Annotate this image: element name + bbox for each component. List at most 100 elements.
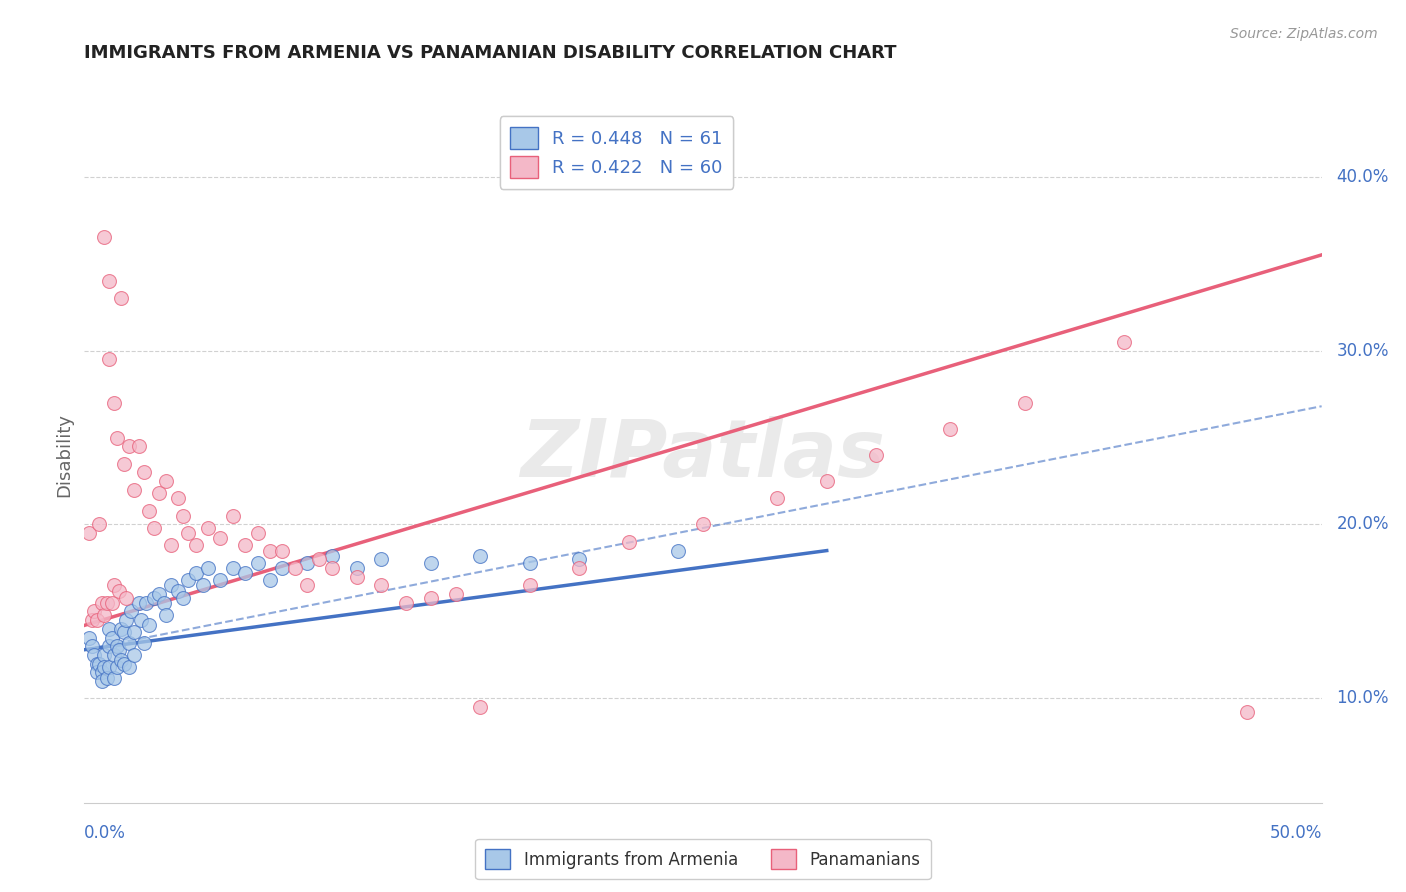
Point [246, 556, 269, 570]
Point [766, 491, 789, 506]
Point [370, 578, 392, 592]
Point [103, 578, 125, 592]
Text: 10.0%: 10.0% [1337, 690, 1389, 707]
Point [568, 561, 591, 575]
Point [308, 552, 330, 566]
Point [118, 636, 141, 650]
Point [142, 591, 165, 605]
Point [135, 596, 157, 610]
Point [395, 596, 418, 610]
Point [129, 613, 152, 627]
Point [122, 483, 145, 497]
Point [160, 578, 183, 592]
Point [86, 613, 108, 627]
Text: 50.0%: 50.0% [1270, 823, 1322, 842]
Point [89, 657, 111, 671]
Text: ZIPatlas: ZIPatlas [520, 416, 886, 494]
Point [96, 596, 118, 610]
Point [93, 230, 115, 244]
Point [103, 395, 125, 409]
Point [79, 631, 101, 645]
Text: 40.0%: 40.0% [1337, 168, 1389, 186]
Point [115, 591, 138, 605]
Point [155, 474, 177, 488]
Point [233, 566, 256, 581]
Point [108, 583, 131, 598]
Text: 20.0%: 20.0% [1337, 516, 1389, 533]
Point [152, 596, 174, 610]
Point [80, 613, 103, 627]
Point [184, 566, 207, 581]
Point [138, 503, 160, 517]
Point [1014, 395, 1036, 409]
Point [1236, 706, 1258, 720]
Point [112, 457, 135, 471]
Point [370, 552, 392, 566]
Point [118, 439, 141, 453]
Point [172, 508, 194, 523]
Point [815, 474, 838, 488]
Point [132, 636, 155, 650]
Point [110, 653, 132, 667]
Point [284, 561, 307, 575]
Point [108, 642, 131, 657]
Point [167, 491, 190, 506]
Point [93, 660, 115, 674]
Point [93, 607, 115, 622]
Text: Source: ZipAtlas.com: Source: ZipAtlas.com [1230, 27, 1378, 41]
Point [246, 526, 269, 541]
Point [209, 532, 232, 546]
Point [148, 587, 170, 601]
Point [939, 422, 962, 436]
Point [122, 625, 145, 640]
Point [470, 549, 492, 563]
Point [86, 657, 108, 671]
Point [321, 561, 343, 575]
Point [233, 538, 256, 552]
Legend: Immigrants from Armenia, Panamanians: Immigrants from Armenia, Panamanians [475, 838, 931, 880]
Legend: R = 0.448   N = 61, R = 0.422   N = 60: R = 0.448 N = 61, R = 0.422 N = 60 [499, 116, 733, 189]
Point [110, 291, 132, 305]
Point [666, 543, 689, 558]
Point [98, 622, 121, 636]
Point [419, 556, 441, 570]
Point [259, 573, 281, 587]
Point [105, 430, 128, 444]
Point [89, 517, 111, 532]
Point [98, 639, 121, 653]
Point [222, 508, 245, 523]
Point [128, 439, 150, 453]
Point [103, 671, 125, 685]
Point [118, 660, 141, 674]
Point [110, 622, 132, 636]
Point [295, 578, 318, 592]
Point [568, 552, 591, 566]
Point [103, 648, 125, 662]
Point [100, 596, 122, 610]
Point [295, 556, 318, 570]
Point [222, 561, 245, 575]
Point [98, 274, 121, 288]
Point [100, 631, 122, 645]
Point [80, 639, 103, 653]
Point [617, 534, 640, 549]
Text: IMMIGRANTS FROM ARMENIA VS PANAMANIAN DISABILITY CORRELATION CHART: IMMIGRANTS FROM ARMENIA VS PANAMANIAN DI… [84, 45, 897, 62]
Point [112, 657, 135, 671]
Point [470, 700, 492, 714]
Point [321, 549, 343, 563]
Point [120, 605, 142, 619]
Point [167, 583, 190, 598]
Point [184, 538, 207, 552]
Point [1112, 334, 1135, 349]
Point [177, 573, 200, 587]
Point [271, 561, 294, 575]
Point [112, 625, 135, 640]
Point [519, 578, 541, 592]
Point [191, 578, 214, 592]
Point [83, 648, 105, 662]
Point [98, 660, 121, 674]
Point [177, 526, 200, 541]
Point [142, 521, 165, 535]
Point [346, 561, 368, 575]
Point [419, 591, 441, 605]
